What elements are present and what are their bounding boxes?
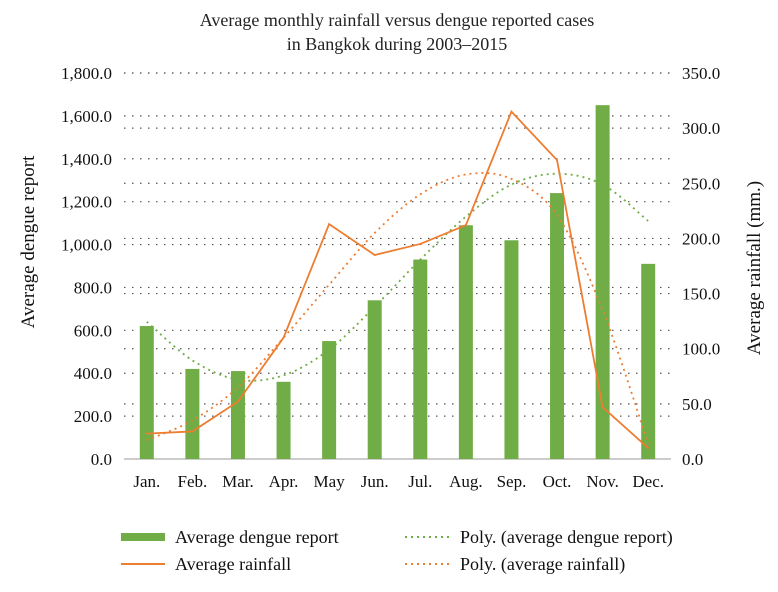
bar-1 [139, 326, 154, 459]
left-tick-label: 1,400.0 [61, 150, 112, 169]
trendline-dengue [146, 172, 649, 382]
legend-label-dengue: Average dengue report [175, 527, 339, 547]
left-tick-label: 0.0 [91, 450, 112, 469]
right-tick-label: 150.0 [682, 285, 720, 304]
line-series [145, 109, 650, 449]
x-tick-label: Sep. [497, 472, 527, 491]
x-tick-label: Apr. [269, 472, 299, 491]
left-tick-label: 800.0 [74, 278, 112, 297]
left-axis-label: Average dengue report [18, 155, 39, 328]
right-tick-label: 350.0 [682, 64, 720, 83]
left-tick-label: 1,200.0 [61, 193, 112, 212]
rainfall-point-4 [282, 336, 285, 339]
legend: Average dengue report Average rainfall P… [121, 527, 673, 575]
right-tick-label: 250.0 [682, 174, 720, 193]
rainfall-line [146, 109, 649, 449]
left-tick-label: 600.0 [74, 321, 112, 340]
bar-7 [413, 259, 428, 459]
bar-2 [185, 368, 200, 459]
left-tick-label: 200.0 [74, 407, 112, 426]
x-tick-label: Jan. [133, 472, 160, 491]
right-tick-label: 300.0 [682, 119, 720, 138]
bar-6 [367, 300, 382, 459]
bar-4 [276, 381, 291, 459]
rainfall-point-5 [328, 223, 331, 225]
trendline-rainfall [146, 172, 650, 444]
x-tick-label: Aug. [449, 472, 483, 491]
left-axis-ticks: 0.0 200.0 400.0 600.0 800.0 1,000.0 1,200.0 1,4… [61, 64, 112, 469]
x-axis-ticks: Jan. Feb. Mar. Apr. May Jun. Jul. Aug. Sep. Oct. N… [133, 472, 664, 491]
bar-series [139, 105, 656, 460]
right-axis-label: Average rainfall (mm.) [744, 181, 765, 355]
right-tick-label: 200.0 [682, 229, 720, 248]
left-tick-label: 1,800.0 [61, 64, 112, 83]
right-axis-ticks: 0.0 50.0 100.0 150.0 200.0 250.0 300.0 350.0 [682, 64, 720, 469]
x-tick-label: Oct. [543, 472, 572, 491]
trendline-series [146, 172, 650, 444]
chart-title-line-1: Average monthly rainfall versus dengue r… [200, 10, 595, 30]
rainfall-point-3 [237, 400, 239, 403]
legend-label-rainfall: Average rainfall [175, 554, 291, 574]
bar-12 [641, 263, 656, 459]
left-tick-label: 1,600.0 [61, 107, 112, 126]
chart-title-line-2: in Bangkok during 2003–2015 [287, 34, 508, 54]
right-tick-label: 50.0 [682, 395, 712, 414]
bar-8 [458, 225, 473, 459]
right-tick-label: 0.0 [682, 450, 703, 469]
legend-label-dengue-trend: Poly. (average dengue report) [460, 527, 673, 548]
rainfall-point-7 [419, 243, 422, 245]
bar-5 [322, 341, 337, 459]
bar-3 [230, 371, 245, 459]
right-tick-label: 100.0 [682, 340, 720, 359]
legend-label-rainfall-trend: Poly. (average rainfall) [460, 554, 625, 575]
bar-9 [504, 240, 519, 459]
rainfall-point-2 [191, 430, 194, 433]
x-tick-label: Mar. [222, 472, 254, 491]
rainfall-point-6 [373, 254, 376, 256]
rainfall-point-9 [510, 110, 513, 113]
bar-10 [550, 193, 565, 460]
x-tick-label: Dec. [632, 472, 664, 491]
x-tick-label: Feb. [178, 472, 208, 491]
x-tick-label: Jun. [361, 472, 389, 491]
x-tick-label: May [314, 472, 346, 491]
left-tick-label: 1,000.0 [61, 236, 112, 255]
bar-11 [595, 105, 610, 460]
gridlines [124, 72, 671, 460]
x-tick-label: Jul. [408, 472, 432, 491]
rainfall-point-10 [556, 159, 558, 162]
rainfall-point-12 [647, 447, 650, 449]
rainfall-point-11 [601, 406, 604, 409]
left-tick-label: 400.0 [74, 364, 112, 383]
rainfall-point-1 [145, 432, 148, 435]
legend-swatch-dengue-bar [121, 533, 165, 541]
rainfall-point-8 [464, 224, 467, 227]
x-tick-label: Nov. [586, 472, 618, 491]
